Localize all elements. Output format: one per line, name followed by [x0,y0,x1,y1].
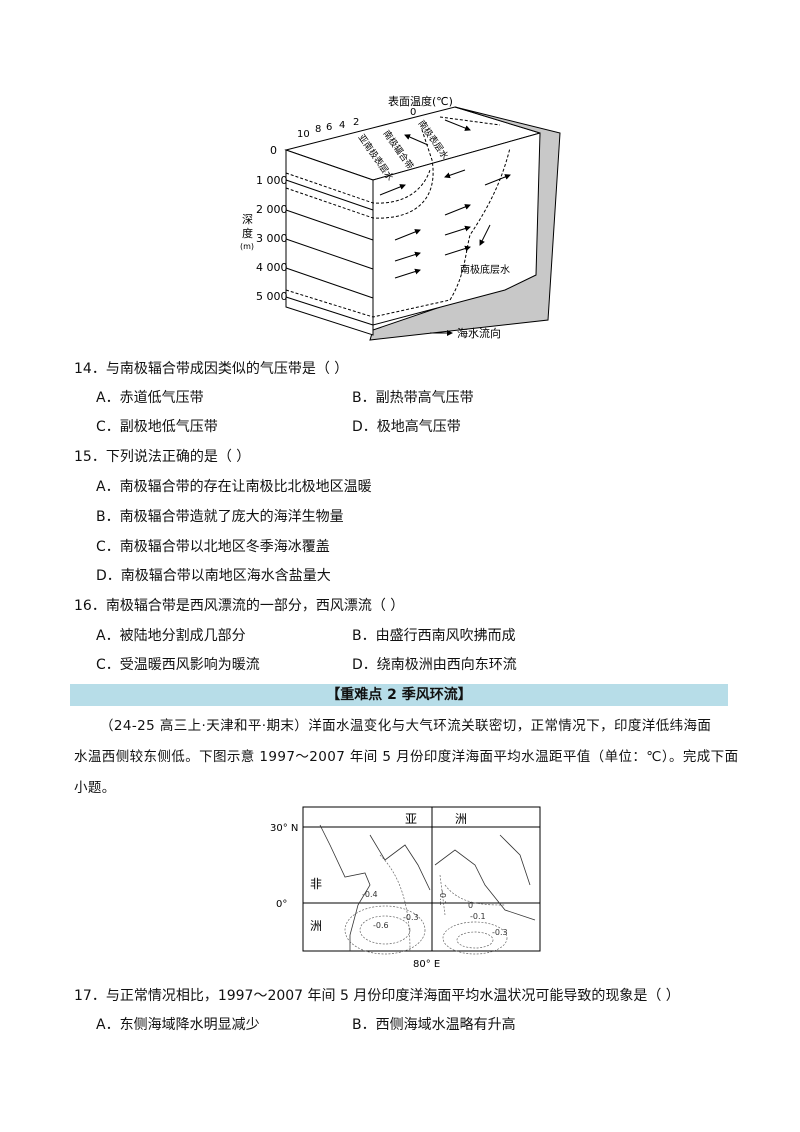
q15-option-d[interactable]: D．南极辐合带以南地区海水含盐量大 [96,568,331,584]
question-15: 15．下列说法正确的是（ ） [74,449,251,465]
q14-option-d[interactable]: D．极地高气压带 [352,419,461,435]
label-africa-2: 洲 [310,919,322,933]
q17-option-a[interactable]: A．东侧海域降水明显减少 [96,1017,260,1033]
lat-0: 0° [276,899,287,910]
q15-option-b[interactable]: B．南极辐合带造就了庞大的海洋生物量 [96,509,344,525]
svg-text:度: 度 [242,226,253,240]
svg-text:10: 10 [297,129,310,140]
svg-text:-0.3: -0.3 [403,913,419,922]
label-asia-2: 洲 [455,812,467,826]
q16-option-a[interactable]: A．被陆地分割成几部分 [96,628,246,644]
svg-text:5 000: 5 000 [256,290,288,303]
svg-text:-0.3: -0.3 [492,928,508,937]
svg-text:3 000: 3 000 [256,232,288,245]
antarctic-convergence-diagram: 表面温度(℃) 10 8 6 4 2 0 0 1 000 2 000 3 000… [240,94,561,341]
svg-text:-0.1: -0.1 [470,912,486,921]
svg-text:6: 6 [326,122,332,133]
label-africa-1: 非 [310,877,322,891]
depth-axis: 0 1 000 2 000 3 000 4 000 5 000 深 度 (m) [240,144,288,303]
svg-text:(m): (m) [240,242,254,251]
svg-text:-0.6: -0.6 [373,921,389,930]
q14-option-a[interactable]: A．赤道低气压带 [96,390,204,406]
svg-text:4 000: 4 000 [256,261,288,274]
svg-text:2 000: 2 000 [256,203,288,216]
q15-option-c[interactable]: C．南极辐合带以北地区冬季海冰覆盖 [96,539,330,555]
intro-line-1: （24-25 高三上·天津和平·期末）洋面水温变化与大气环流关联密切，正常情况下… [100,718,712,734]
svg-text:0: 0 [410,107,416,118]
svg-text:1 000: 1 000 [256,174,288,187]
intro-line-2: 水温西侧较东侧低。下图示意 1997～2007 年间 5 月份印度洋海面平均水温… [74,749,739,765]
indian-ocean-sst-map: -0.4 -0.6 -0.3 -0.1 0 -0.1 -0.3 亚 洲 非 洲 … [270,806,541,970]
question-16: 16．南极辐合带是西风漂流的一部分，西风漂流（ ） [74,598,405,614]
antarctic-bottom-water: 南极底层水 [460,263,510,276]
q16-option-d[interactable]: D．绕南极洲由西向东环流 [352,657,517,673]
surface-temp-label: 表面温度(℃) [388,94,453,108]
q17-option-b[interactable]: B．西侧海域水温略有升高 [352,1017,516,1033]
svg-text:0: 0 [468,901,473,910]
lat-30n: 30° N [270,823,298,834]
q16-option-c[interactable]: C．受温暖西风影响为暖流 [96,657,260,673]
svg-text:深: 深 [242,213,253,226]
svg-text:-0.4: -0.4 [362,890,378,899]
legend-flow-direction: 海水流向 [457,326,501,340]
section-banner: 【重难点 2 季风环流】 [70,684,728,706]
lon-80e: 80° E [413,959,440,970]
svg-text:0: 0 [270,144,277,157]
svg-text:2: 2 [353,117,359,128]
question-17: 17．与正常情况相比，1997～2007 年间 5 月份印度洋海面平均水温状况可… [74,988,680,1004]
svg-text:-0.1: -0.1 [438,890,447,906]
label-asia-1: 亚 [405,812,417,826]
intro-line-3: 小题。 [74,780,116,796]
svg-text:8: 8 [315,124,321,135]
question-14: 14．与南极辐合带成因类似的气压带是（ ） [74,361,349,377]
q14-option-c[interactable]: C．副极地低气压带 [96,419,218,435]
q16-option-b[interactable]: B．由盛行西南风吹拂而成 [352,628,516,644]
q15-option-a[interactable]: A．南极辐合带的存在让南极比北极地区温暖 [96,479,372,495]
q14-option-b[interactable]: B．副热带高气压带 [352,390,474,406]
svg-text:4: 4 [339,120,345,131]
